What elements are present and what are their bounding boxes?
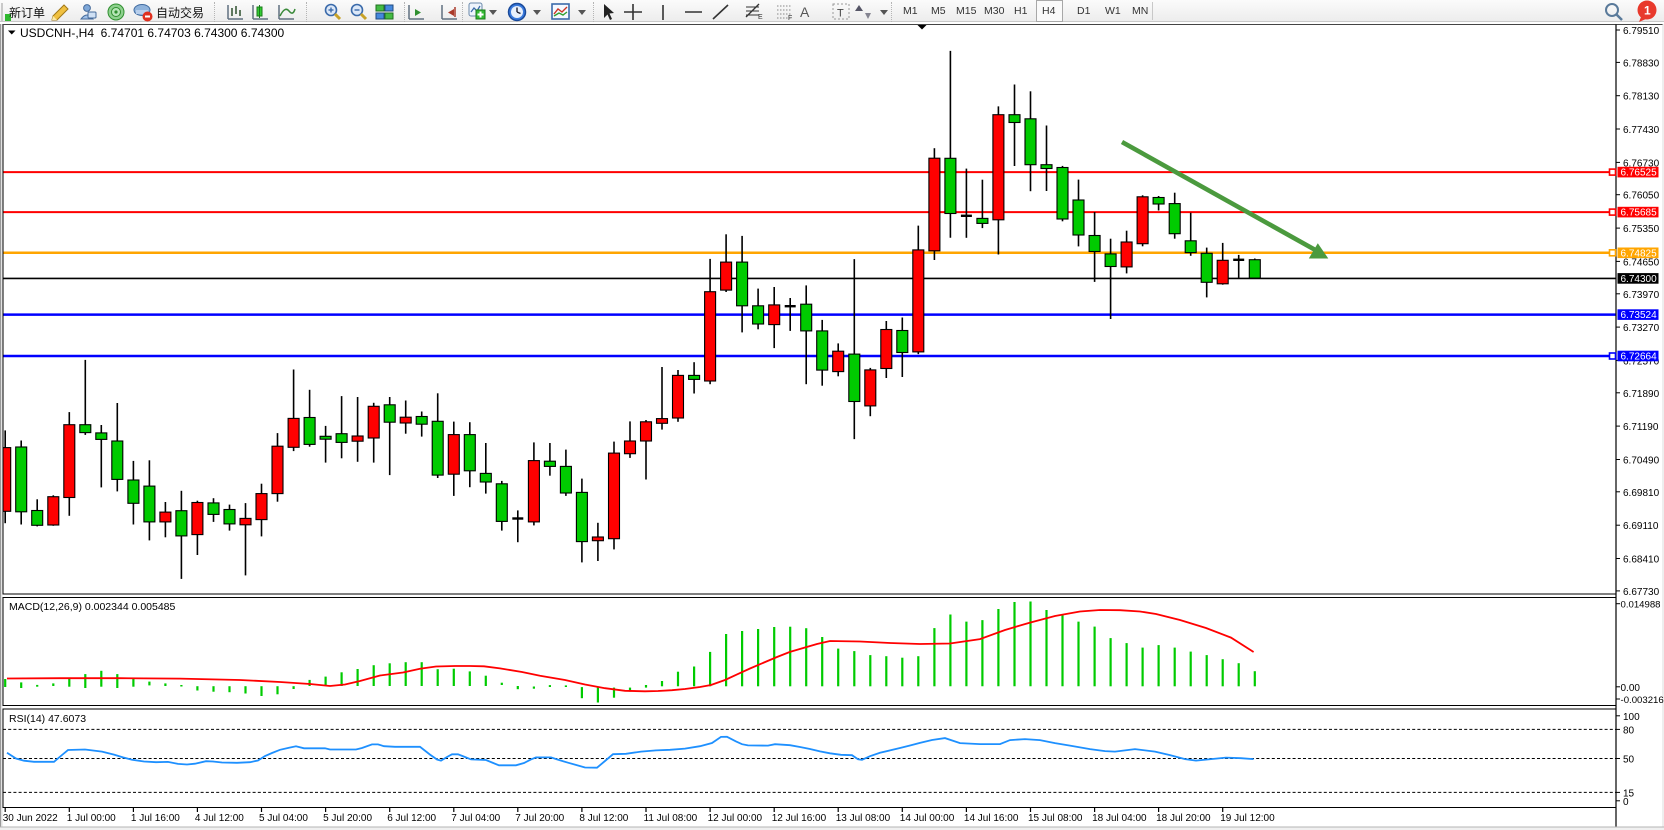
svg-text:0: 0 [1623,797,1629,808]
svg-text:6.78830: 6.78830 [1623,58,1660,69]
svg-text:5 Jul 20:00: 5 Jul 20:00 [323,813,372,824]
svg-text:RSI(14) 47.6073: RSI(14) 47.6073 [9,713,86,725]
svg-text:30 Jun 2022: 30 Jun 2022 [3,813,58,824]
svg-text:6.69110: 6.69110 [1623,521,1659,532]
svg-text:7 Jul 20:00: 7 Jul 20:00 [515,813,564,824]
svg-text:6.72664: 6.72664 [1621,352,1658,363]
svg-text:1 Jul 00:00: 1 Jul 00:00 [67,813,116,824]
svg-text:6 Jul 12:00: 6 Jul 12:00 [387,813,436,824]
svg-text:14 Jul 16:00: 14 Jul 16:00 [964,813,1019,824]
svg-text:6.73270: 6.73270 [1623,323,1660,334]
svg-text:6.75350: 6.75350 [1623,224,1660,235]
svg-text:6.77430: 6.77430 [1623,125,1660,136]
svg-text:15 Jul 08:00: 15 Jul 08:00 [1028,813,1083,824]
svg-text:0.00: 0.00 [1621,683,1641,694]
svg-text:5 Jul 04:00: 5 Jul 04:00 [259,813,308,824]
svg-text:6.68410: 6.68410 [1623,555,1660,566]
svg-text:50: 50 [1623,755,1635,766]
svg-text:A: A [800,4,810,20]
svg-text:6.75685: 6.75685 [1621,208,1658,219]
svg-text:6.73524: 6.73524 [1621,310,1658,321]
svg-text:6.71190: 6.71190 [1623,422,1659,433]
svg-text:6.71890: 6.71890 [1623,389,1660,400]
svg-text:E: E [758,14,763,21]
svg-text:11 Jul 08:00: 11 Jul 08:00 [644,813,698,824]
svg-text:12 Jul 16:00: 12 Jul 16:00 [772,813,827,824]
svg-text:6.73970: 6.73970 [1623,290,1660,301]
svg-text:T: T [837,8,844,20]
svg-text:1: 1 [1644,4,1651,18]
svg-text:14 Jul 00:00: 14 Jul 00:00 [900,813,955,824]
svg-text:6.70490: 6.70490 [1623,456,1660,467]
svg-text:6.79510: 6.79510 [1623,26,1660,37]
svg-text:0.014988: 0.014988 [1621,600,1661,611]
svg-text:12 Jul 00:00: 12 Jul 00:00 [708,813,763,824]
svg-text:6.78130: 6.78130 [1623,92,1660,103]
svg-text:MACD(12,26,9) 0.002344 0.00548: MACD(12,26,9) 0.002344 0.005485 [9,601,176,613]
svg-text:-0.003216: -0.003216 [1621,695,1664,706]
svg-text:8 Jul 12:00: 8 Jul 12:00 [579,813,628,824]
svg-text:15: 15 [1623,788,1635,799]
svg-text:1 Jul 16:00: 1 Jul 16:00 [131,813,180,824]
svg-text:4 Jul 12:00: 4 Jul 12:00 [195,813,244,824]
svg-text:6.72570: 6.72570 [1623,356,1660,367]
svg-text:6.69810: 6.69810 [1623,488,1660,499]
svg-text:6.76525: 6.76525 [1621,168,1658,179]
svg-text:6.67730: 6.67730 [1623,587,1660,598]
svg-text:6.74650: 6.74650 [1623,257,1660,268]
svg-text:7 Jul 04:00: 7 Jul 04:00 [451,813,500,824]
svg-text:F: F [788,15,792,22]
svg-text:USDCNH-,H4 6.74701 6.74703 6.: USDCNH-,H4 6.74701 6.74703 6.74300 6.743… [20,26,285,40]
svg-text:13 Jul 08:00: 13 Jul 08:00 [836,813,891,824]
svg-text:80: 80 [1623,725,1635,736]
svg-text:6.74300: 6.74300 [1621,274,1658,285]
svg-text:18 Jul 04:00: 18 Jul 04:00 [1092,813,1147,824]
svg-text:18 Jul 20:00: 18 Jul 20:00 [1156,813,1211,824]
svg-text:6.74825: 6.74825 [1621,248,1658,259]
svg-text:6.76050: 6.76050 [1623,191,1660,202]
svg-text:19 Jul 12:00: 19 Jul 12:00 [1220,813,1275,824]
svg-text:6.76730: 6.76730 [1623,158,1660,169]
svg-text:100: 100 [1623,712,1640,723]
